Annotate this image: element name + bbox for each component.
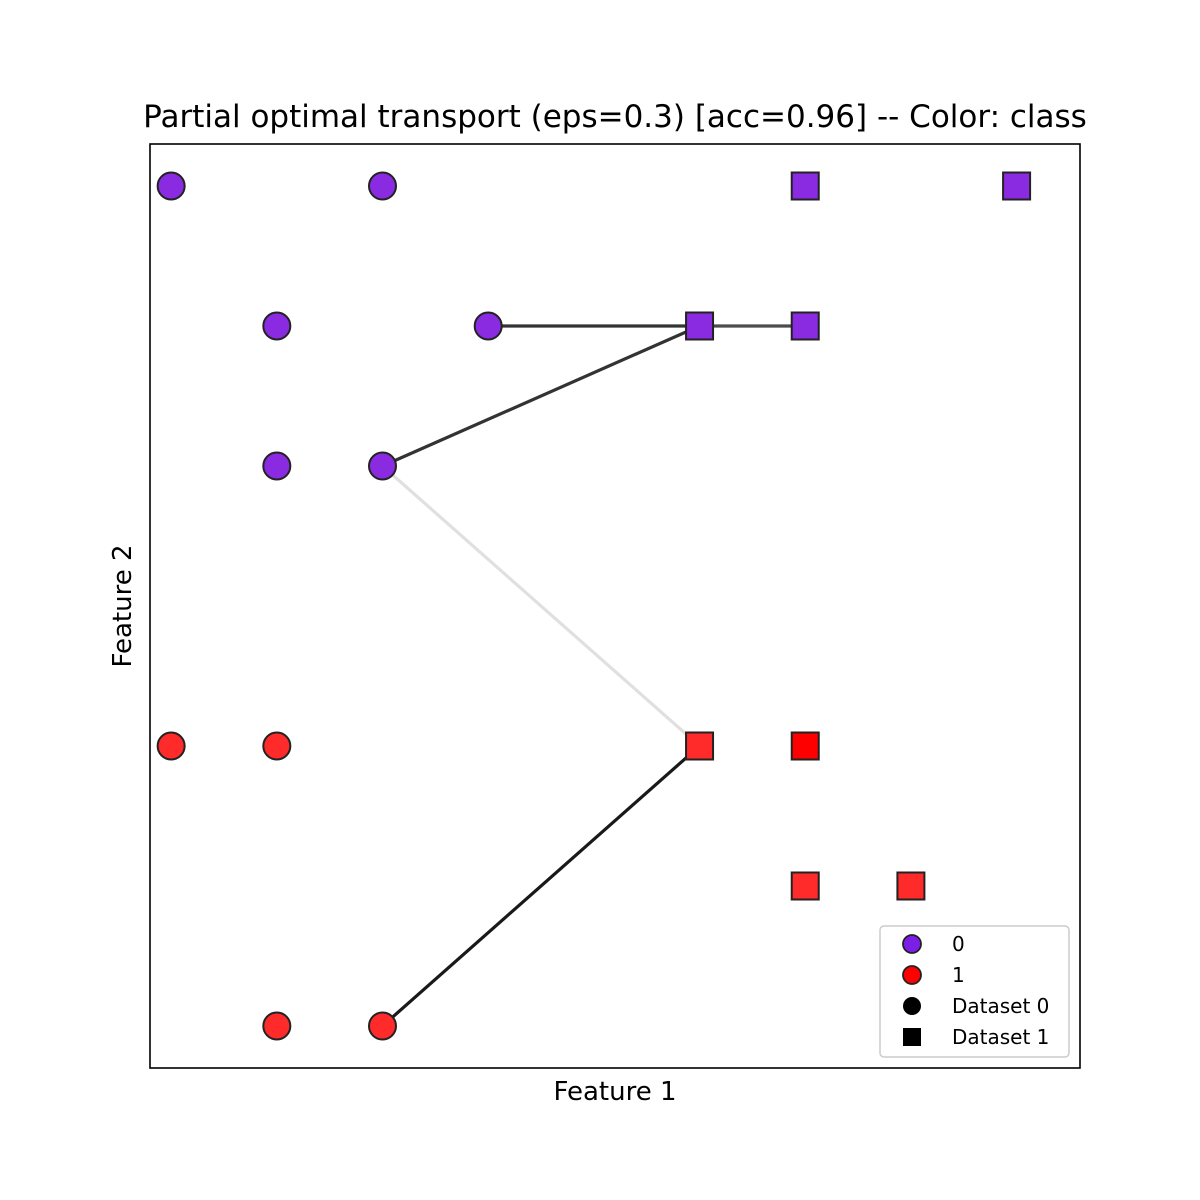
legend-entry: Dataset 0: [903, 994, 1049, 1018]
legend-marker-circle: [902, 934, 922, 954]
legend-label: 0: [952, 932, 965, 956]
point-dataset-0-class-0: [156, 171, 186, 201]
legend-label: Dataset 1: [952, 1025, 1049, 1049]
x-axis-label: Feature 1: [553, 1077, 676, 1107]
point-dataset-1-class-0: [790, 171, 820, 201]
legend-marker-square: [903, 1028, 921, 1046]
point-dataset-0-class-0: [262, 311, 292, 341]
point-dataset-0-class-0: [368, 171, 397, 201]
transport-lines: [381, 324, 806, 1028]
point-dataset-1-class-0: [790, 311, 820, 341]
legend-marker-circle: [903, 997, 921, 1015]
point-dataset-0-class-0: [473, 311, 503, 341]
point-dataset-0-class-0: [262, 451, 292, 481]
point-dataset-0-class-0: [368, 451, 397, 481]
point-dataset-1-class-1: [790, 871, 820, 901]
point-dataset-1-class-1: [790, 731, 820, 761]
legend-box: [879, 925, 1070, 1058]
legend-entry: Dataset 1: [903, 1025, 1049, 1049]
point-dataset-0-class-1: [262, 731, 292, 761]
data-points: [156, 171, 1032, 1041]
legend-entry: 1: [902, 963, 965, 987]
legend-label: 1: [952, 963, 965, 987]
chart-title: Partial optimal transport (eps=0.3) [acc…: [143, 99, 1087, 135]
point-dataset-1-class-0: [1002, 171, 1032, 201]
point-dataset-1-class-0: [685, 311, 715, 341]
y-axis-label: Feature 2: [108, 544, 138, 667]
legend-label: Dataset 0: [952, 994, 1049, 1018]
point-dataset-1-class-1: [685, 731, 715, 761]
legend: 0 1 Dataset 0 Dataset 1: [879, 925, 1070, 1058]
point-dataset-1-class-1: [896, 871, 926, 901]
transport-line: [381, 464, 701, 748]
legend-marker-circle: [902, 965, 922, 985]
point-dataset-0-class-1: [368, 1011, 397, 1041]
transport-line: [381, 324, 701, 468]
legend-entry: 0: [902, 932, 965, 956]
point-dataset-0-class-1: [156, 731, 186, 761]
point-dataset-0-class-1: [262, 1011, 292, 1041]
transport-line: [381, 744, 701, 1028]
plot-frame: [149, 143, 1081, 1069]
